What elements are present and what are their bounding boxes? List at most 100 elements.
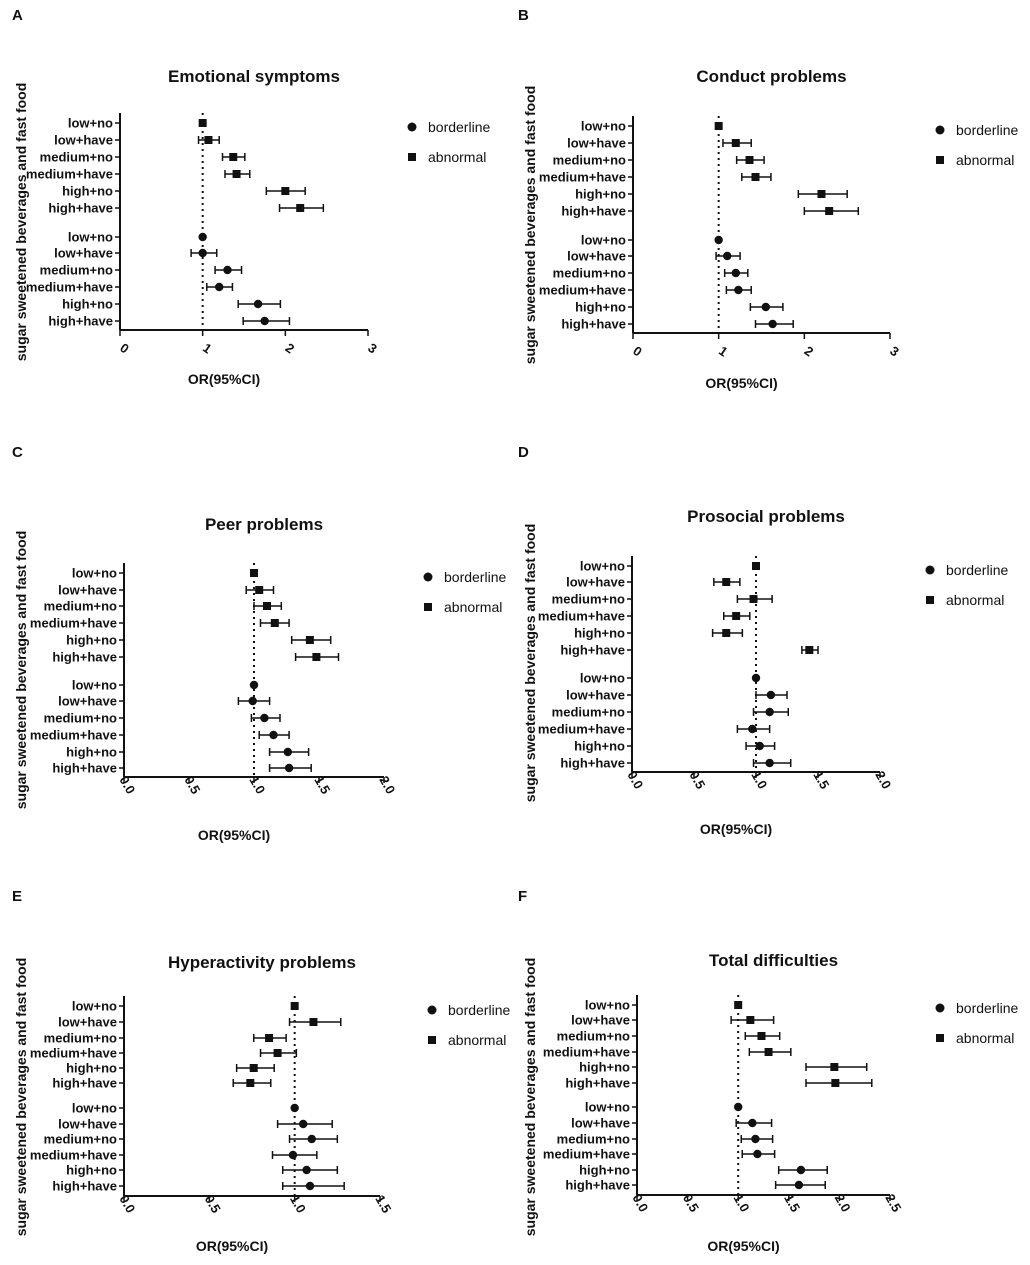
category-label: high+have — [48, 314, 113, 329]
category-label: medium+have — [543, 1045, 630, 1060]
point-borderline — [305, 1181, 315, 1191]
panel-letter: B — [518, 7, 529, 24]
chart-title: Hyperactivity problems — [168, 953, 356, 972]
x-tick-label: 1 — [716, 343, 731, 359]
point-abnormal — [246, 1079, 255, 1087]
legend-marker-abnormal — [936, 156, 944, 164]
category-label: high+have — [52, 1076, 117, 1091]
y-axis-label: sugar sweetened beverages and fast food — [522, 958, 538, 1237]
chart-title: Emotional symptoms — [168, 67, 340, 86]
category-label: medium+have — [26, 167, 113, 182]
category-label: low+have — [566, 688, 625, 703]
category-label: high+no — [575, 300, 626, 315]
category-label: low+no — [585, 1100, 630, 1115]
category-label: low+no — [581, 233, 626, 248]
point-abnormal — [263, 602, 271, 610]
point-borderline — [796, 1165, 806, 1175]
legend-borderline: borderline — [956, 1000, 1018, 1016]
point-borderline — [288, 1150, 298, 1160]
legend-marker-borderline — [407, 122, 417, 132]
point-borderline — [215, 282, 224, 292]
category-label: low+have — [58, 583, 117, 598]
category-label: high+no — [575, 187, 626, 202]
point-abnormal — [249, 1064, 258, 1072]
category-label: medium+no — [44, 1132, 117, 1147]
category-label: low+have — [58, 1117, 117, 1132]
point-borderline — [765, 707, 774, 717]
point-borderline — [253, 299, 263, 309]
point-abnormal — [825, 207, 834, 215]
x-tick-label: 0 — [117, 340, 132, 356]
x-axis-label: OR(95%CI) — [188, 371, 260, 387]
category-label: medium+have — [543, 1147, 630, 1162]
chart-title: Conduct problems — [696, 67, 846, 86]
point-borderline — [249, 680, 259, 690]
point-abnormal — [270, 619, 279, 627]
legend-borderline: borderline — [956, 122, 1018, 138]
category-label: high+no — [62, 184, 113, 199]
category-label: low+no — [585, 998, 630, 1013]
category-label: high+have — [48, 201, 113, 216]
category-label: high+no — [574, 739, 625, 754]
category-label: high+no — [66, 633, 117, 648]
category-label: medium+have — [26, 280, 113, 295]
category-label: medium+no — [557, 1132, 630, 1147]
point-abnormal — [312, 653, 321, 661]
category-label: high+have — [52, 650, 117, 665]
legend-borderline: borderline — [444, 569, 506, 585]
point-borderline — [198, 248, 207, 258]
point-borderline — [198, 232, 207, 242]
category-label: low+no — [68, 116, 113, 131]
legend-borderline: borderline — [428, 119, 490, 135]
chart-title: Total difficulties — [709, 951, 838, 970]
category-label: high+have — [560, 756, 625, 771]
point-abnormal — [290, 1002, 299, 1010]
legend-abnormal: abnormal — [956, 1030, 1014, 1046]
category-label: medium+no — [44, 599, 117, 614]
x-axis-label: OR(95%CI) — [700, 821, 772, 837]
category-label: low+no — [72, 678, 117, 693]
category-label: medium+have — [539, 170, 626, 185]
point-abnormal — [273, 1049, 282, 1057]
point-borderline — [755, 741, 764, 751]
point-borderline — [734, 1102, 743, 1112]
point-borderline — [768, 319, 777, 329]
category-label: low+have — [58, 694, 117, 709]
point-borderline — [307, 1134, 316, 1144]
point-abnormal — [749, 595, 758, 603]
category-label: high+no — [66, 745, 117, 760]
point-borderline — [260, 316, 269, 326]
legend-abnormal: abnormal — [428, 149, 486, 165]
panel-letter: E — [12, 888, 22, 905]
category-label: high+no — [62, 297, 113, 312]
point-abnormal — [305, 636, 314, 644]
category-label: medium+no — [40, 150, 113, 165]
legend-marker-borderline — [935, 1003, 945, 1013]
point-borderline — [302, 1165, 311, 1175]
category-label: low+have — [58, 1015, 117, 1030]
category-label: medium+have — [539, 283, 626, 298]
point-borderline — [748, 1118, 757, 1128]
category-label: medium+have — [30, 1148, 117, 1163]
x-tick-label: 0 — [630, 343, 645, 359]
legend-borderline: borderline — [946, 562, 1008, 578]
category-label: low+no — [72, 566, 117, 581]
category-label: low+have — [566, 575, 625, 590]
panel-a: A Emotional symptoms sugar sweetened bever… — [12, 7, 490, 387]
category-label: high+have — [565, 1076, 630, 1091]
legend-abnormal: abnormal — [448, 1032, 506, 1048]
point-borderline — [753, 1149, 762, 1159]
point-abnormal — [732, 612, 741, 620]
y-axis-label: sugar sweetened beverages and fast food — [522, 86, 538, 365]
point-borderline — [284, 763, 294, 773]
category-label: medium+have — [538, 609, 625, 624]
point-abnormal — [232, 170, 241, 178]
legend-marker-abnormal — [408, 153, 416, 161]
legend-abnormal: abnormal — [444, 599, 502, 615]
panel-letter: C — [12, 444, 23, 461]
point-abnormal — [204, 136, 213, 144]
x-tick-label: 3 — [887, 343, 902, 359]
category-label: medium+no — [553, 153, 626, 168]
category-label: high+no — [579, 1163, 630, 1178]
category-label: medium+no — [44, 711, 117, 726]
